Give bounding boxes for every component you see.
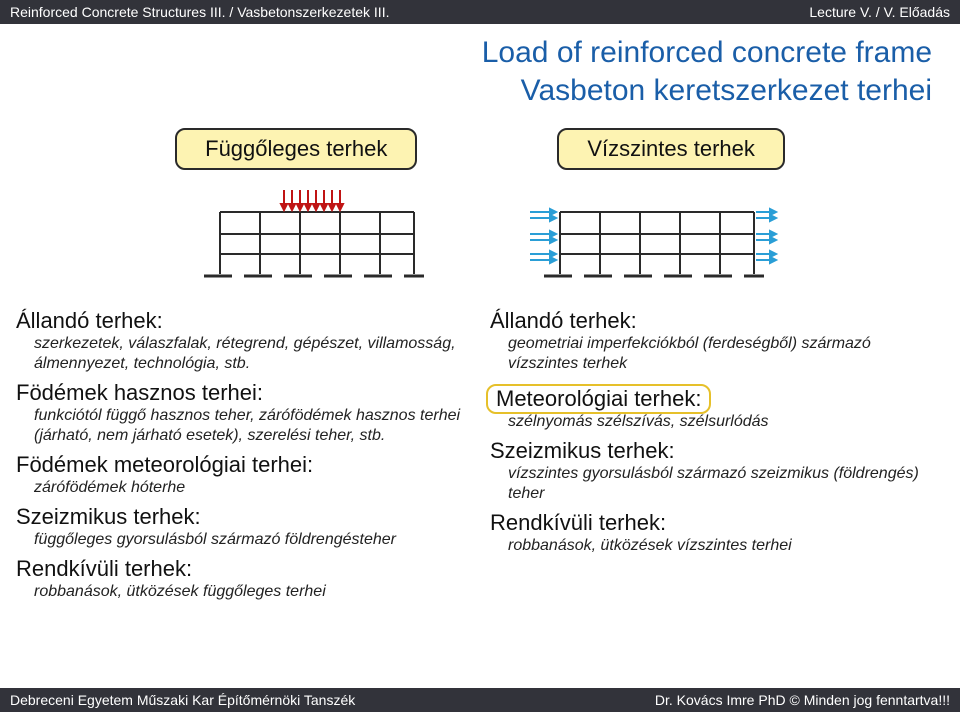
right-s4: robbanások, ütközések vízszintes terhei: [490, 536, 944, 556]
footer-bar: Debreceni Egyetem Műszaki Kar Építőmérnö…: [0, 688, 960, 712]
left-s2: funkciótól függő hasznos teher, zárófödé…: [16, 406, 470, 446]
title-hu: Vasbeton keretszerkezet terhei: [0, 74, 932, 108]
text-columns: Állandó terhek: szerkezetek, válaszfalak…: [0, 302, 960, 602]
slide: Reinforced Concrete Structures III. / Va…: [0, 0, 960, 712]
left-s1: szerkezetek, válaszfalak, rétegrend, gép…: [16, 334, 470, 374]
footer-left: Debreceni Egyetem Műszaki Kar Építőmérnö…: [10, 692, 355, 708]
right-column: Állandó terhek: geometriai imperfekciókb…: [490, 302, 944, 602]
right-h2-highlighted: Meteorológiai terhek:: [490, 386, 707, 412]
box-horizontal-loads: Vízszintes terhek: [557, 128, 785, 170]
left-s4: függőleges gyorsulásból származó földren…: [16, 530, 470, 550]
left-column: Állandó terhek: szerkezetek, válaszfalak…: [16, 302, 470, 602]
right-h4: Rendkívüli terhek:: [490, 510, 944, 536]
title-block: Load of reinforced concrete frame Vasbet…: [0, 36, 960, 108]
title-en: Load of reinforced concrete frame: [0, 36, 932, 70]
figure-row: [0, 184, 960, 284]
category-row: Függőleges terhek Vízszintes terhek: [0, 128, 960, 170]
right-h3: Szeizmikus terhek:: [490, 438, 944, 464]
header-bar: Reinforced Concrete Structures III. / Va…: [0, 0, 960, 24]
left-h3: Födémek meteorológiai terhei:: [16, 452, 470, 478]
left-h4: Szeizmikus terhek:: [16, 504, 470, 530]
right-s3: vízszintes gyorsulásból származó szeizmi…: [490, 464, 944, 504]
left-s3: zárófödémek hóterhe: [16, 478, 470, 498]
content-area: Load of reinforced concrete frame Vasbet…: [0, 24, 960, 688]
figure-vertical-load: [180, 184, 440, 284]
header-right: Lecture V. / V. Előadás: [809, 4, 950, 20]
header-left: Reinforced Concrete Structures III. / Va…: [10, 4, 389, 20]
right-s1: geometriai imperfekciókból (ferdeségből)…: [490, 334, 944, 374]
box-vertical-loads: Függőleges terhek: [175, 128, 417, 170]
right-h1: Állandó terhek:: [490, 308, 944, 334]
left-h1: Állandó terhek:: [16, 308, 470, 334]
footer-right: Dr. Kovács Imre PhD © Minden jog fenntar…: [655, 692, 950, 708]
right-s2: szélnyomás szélszívás, szélsurlódás: [490, 412, 944, 432]
left-s5: robbanások, ütközések függőleges terhei: [16, 582, 470, 602]
left-h5: Rendkívüli terhek:: [16, 556, 470, 582]
left-h2: Födémek hasznos terhei:: [16, 380, 470, 406]
figure-horizontal-load: [520, 184, 780, 284]
